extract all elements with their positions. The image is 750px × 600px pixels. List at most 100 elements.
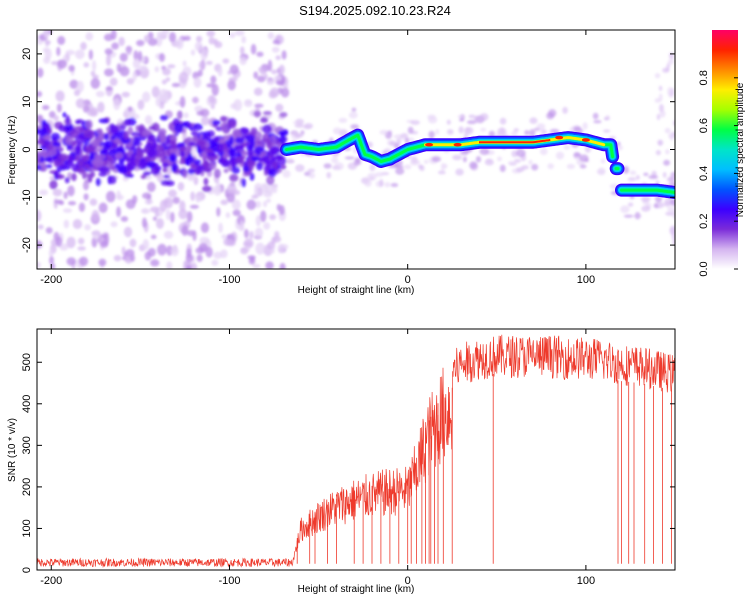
- noise-blob: [66, 257, 77, 266]
- noise-blob: [137, 99, 145, 110]
- noise-blob: [198, 242, 208, 253]
- noise-blob: [93, 158, 104, 168]
- noise-blob: [98, 202, 108, 214]
- noise-blob: [127, 126, 134, 135]
- colorbar-tick-label: 0.4: [698, 166, 710, 181]
- noise-blob: [84, 224, 91, 231]
- noise-blob: [529, 117, 538, 124]
- noise-blob: [171, 82, 181, 88]
- noise-blob: [294, 123, 304, 128]
- ridge-hotspot: [453, 142, 462, 147]
- x-tick-label: 100: [577, 274, 595, 286]
- noise-blob: [205, 142, 211, 148]
- noise-blob: [326, 171, 332, 179]
- noise-blob: [665, 149, 670, 155]
- noise-blob: [194, 41, 203, 52]
- noise-blob: [184, 156, 195, 164]
- noise-blob: [137, 50, 143, 62]
- noise-blob: [265, 261, 274, 269]
- noise-blob: [275, 103, 284, 112]
- noise-blob: [151, 86, 160, 98]
- noise-blob: [249, 172, 255, 181]
- noise-blob: [172, 196, 180, 204]
- y-tick-label: 0: [21, 146, 33, 152]
- noise-blob: [390, 183, 399, 188]
- noise-blob: [404, 137, 410, 145]
- noise-blob: [603, 129, 611, 133]
- noise-blob: [188, 141, 196, 147]
- noise-blob: [475, 156, 482, 163]
- noise-blob: [228, 77, 238, 82]
- noise-blob: [74, 155, 80, 162]
- noise-blob: [266, 175, 275, 186]
- noise-blob: [37, 91, 43, 98]
- noise-blob: [82, 104, 90, 113]
- noise-blob: [60, 163, 66, 168]
- noise-blob: [89, 151, 95, 161]
- noise-blob: [123, 130, 130, 140]
- noise-blob: [159, 149, 166, 157]
- noise-blob: [84, 145, 94, 152]
- noise-blob: [643, 172, 649, 176]
- noise-blob: [125, 199, 136, 210]
- noise-blob: [48, 249, 54, 257]
- noise-blob: [39, 156, 45, 163]
- noise-blob: [64, 177, 70, 184]
- noise-blob: [98, 258, 107, 267]
- noise-blob: [216, 181, 221, 193]
- noise-blob: [142, 171, 152, 176]
- noise-blob: [227, 120, 237, 129]
- noise-blob: [56, 46, 61, 57]
- noise-blob: [279, 112, 288, 118]
- noise-blob: [137, 65, 148, 72]
- noise-blob: [91, 230, 101, 240]
- noise-blob: [98, 118, 109, 124]
- noise-blob: [351, 107, 357, 112]
- colorbar-tick-label: 0.8: [698, 70, 710, 85]
- noise-blob: [56, 103, 62, 113]
- noise-blob: [52, 141, 61, 147]
- noise-blob: [269, 214, 277, 221]
- x-tick-label: 0: [405, 575, 411, 587]
- y-tick-label: 0: [21, 567, 33, 573]
- noise-blob: [169, 148, 175, 153]
- noise-blob: [72, 218, 83, 230]
- noise-blob: [37, 67, 44, 78]
- noise-blob: [165, 180, 175, 187]
- noise-blob: [71, 173, 77, 182]
- ridge-peak: [479, 138, 551, 144]
- noise-blob: [53, 115, 59, 122]
- noise-blob: [667, 86, 673, 97]
- noise-blob: [203, 167, 212, 173]
- noise-blob: [563, 145, 571, 150]
- noise-blob: [374, 172, 384, 177]
- noise-blob: [435, 128, 440, 135]
- noise-blob: [584, 158, 589, 163]
- noise-blob: [278, 130, 287, 136]
- y-tick-label: -10: [21, 189, 33, 205]
- noise-blob: [145, 175, 152, 181]
- noise-blob: [91, 209, 100, 222]
- noise-blob: [469, 161, 478, 169]
- noise-blob: [251, 194, 259, 199]
- noise-blob: [212, 119, 221, 126]
- noise-blob: [75, 134, 85, 145]
- noise-blob: [244, 228, 249, 239]
- noise-blob: [260, 117, 269, 124]
- noise-blob: [364, 179, 372, 187]
- noise-blob: [548, 109, 557, 118]
- noise-blob: [76, 146, 81, 156]
- noise-blob: [175, 38, 184, 50]
- noise-blob: [243, 100, 253, 108]
- noise-blob: [41, 119, 47, 126]
- ridge-hotspot: [555, 135, 564, 140]
- noise-blob: [109, 77, 118, 87]
- noise-blob: [600, 158, 606, 164]
- noise-blob: [171, 166, 177, 173]
- ridge-hotspot: [581, 138, 590, 142]
- colorbar-label: Normalized spectral amplitude: [735, 82, 746, 217]
- noise-blob: [146, 161, 156, 168]
- noise-blob: [43, 152, 50, 158]
- noise-blob: [275, 55, 281, 61]
- noise-blob: [271, 46, 280, 53]
